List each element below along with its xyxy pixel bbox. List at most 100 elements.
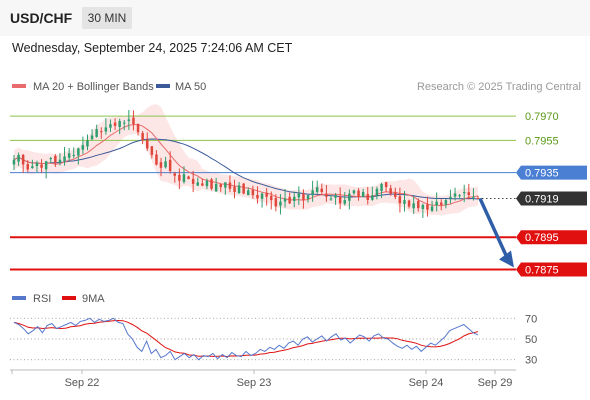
forecast-arrow-head bbox=[499, 250, 514, 268]
candle bbox=[173, 171, 176, 183]
price-label-text: 0.7895 bbox=[525, 232, 559, 244]
candle-body bbox=[173, 173, 176, 176]
candle bbox=[265, 187, 268, 206]
candle bbox=[476, 195, 480, 200]
candle-body bbox=[178, 174, 181, 181]
candle bbox=[86, 134, 89, 151]
candle bbox=[168, 151, 172, 174]
candle bbox=[412, 196, 415, 214]
candle bbox=[357, 188, 360, 201]
candle-body bbox=[407, 200, 411, 207]
candle bbox=[279, 194, 282, 215]
candle-body bbox=[458, 195, 461, 197]
candle-body bbox=[35, 162, 39, 167]
candle bbox=[435, 192, 438, 212]
candlesticks bbox=[12, 109, 480, 218]
candle-body bbox=[132, 117, 135, 125]
candle bbox=[467, 183, 470, 200]
candle bbox=[81, 136, 85, 155]
candle-body bbox=[357, 190, 360, 197]
candle-body bbox=[472, 196, 475, 198]
candle-body bbox=[77, 148, 80, 156]
rsi-legend-swatch bbox=[12, 296, 26, 300]
candle bbox=[361, 188, 365, 198]
candle-body bbox=[100, 131, 103, 133]
rsi-legend-label: RSI bbox=[33, 293, 51, 305]
candle bbox=[58, 153, 62, 166]
ma20-legend-label: MA 20 + Bollinger Bands bbox=[33, 81, 154, 93]
candle-body bbox=[86, 140, 89, 147]
candle-body bbox=[361, 192, 365, 197]
candle bbox=[398, 187, 402, 213]
candle-body bbox=[260, 193, 264, 199]
candle-body bbox=[430, 206, 434, 211]
candle-body bbox=[44, 161, 48, 170]
candle-body bbox=[329, 198, 333, 200]
candle-body bbox=[302, 193, 305, 201]
candle bbox=[113, 118, 117, 131]
candle bbox=[224, 182, 227, 195]
candle-body bbox=[40, 164, 43, 168]
candle-body bbox=[270, 196, 273, 201]
candle bbox=[242, 182, 245, 195]
candle-body bbox=[205, 180, 209, 187]
candle bbox=[274, 194, 278, 212]
candle bbox=[54, 154, 57, 168]
candle bbox=[21, 154, 25, 174]
ma50-legend-swatch bbox=[156, 84, 170, 88]
candle-body bbox=[412, 203, 415, 209]
candle-body bbox=[26, 164, 29, 170]
candle bbox=[380, 182, 383, 199]
price-label-current: 0.7919 bbox=[516, 191, 587, 206]
price-label-text: 0.7919 bbox=[525, 193, 559, 205]
datetime-label: Wednesday, September 24, 2025 7:24:06 AM… bbox=[12, 41, 293, 55]
candle bbox=[63, 146, 66, 166]
candle-body bbox=[325, 194, 328, 197]
interval-button[interactable]: 30 MIN bbox=[82, 7, 132, 29]
x-tick-label: Sep 23 bbox=[237, 377, 272, 389]
candle-body bbox=[31, 166, 34, 169]
candle bbox=[384, 181, 388, 193]
candle-body bbox=[265, 192, 268, 197]
price-label-text: 0.7875 bbox=[525, 264, 559, 276]
candle bbox=[251, 185, 255, 199]
candle bbox=[72, 147, 75, 159]
candle-body bbox=[352, 190, 356, 194]
candle bbox=[453, 187, 457, 201]
chart-header: USD/CHF 30 MIN bbox=[0, 0, 590, 36]
candle bbox=[150, 146, 154, 159]
candle bbox=[389, 184, 392, 196]
candle bbox=[352, 189, 356, 195]
candle-body bbox=[136, 123, 140, 133]
candle bbox=[260, 192, 264, 208]
x-tick-label: Sep 22 bbox=[65, 377, 100, 389]
candle-body bbox=[242, 183, 245, 194]
x-tick-label: Sep 24 bbox=[409, 377, 444, 389]
candle-body bbox=[196, 182, 199, 186]
candle bbox=[49, 156, 52, 164]
candle bbox=[311, 180, 314, 202]
candle-body bbox=[191, 178, 195, 184]
candle bbox=[182, 166, 186, 184]
candle bbox=[155, 150, 158, 166]
candle bbox=[127, 109, 131, 130]
candle bbox=[297, 186, 301, 205]
candle bbox=[430, 200, 434, 213]
candle-body bbox=[109, 124, 112, 128]
x-tick-label: Sep 29 bbox=[478, 377, 513, 389]
candle bbox=[35, 160, 39, 173]
candle bbox=[40, 159, 43, 173]
candle-body bbox=[12, 159, 16, 165]
candle bbox=[338, 187, 342, 210]
candle-body bbox=[21, 154, 25, 165]
candle-body bbox=[417, 201, 420, 209]
price-label-box bbox=[516, 230, 587, 245]
candle bbox=[366, 186, 369, 205]
candle bbox=[228, 175, 232, 193]
candle bbox=[178, 168, 181, 190]
candle bbox=[371, 186, 374, 201]
candle-body bbox=[118, 121, 121, 127]
candle-body bbox=[155, 154, 158, 165]
candle bbox=[407, 199, 411, 209]
